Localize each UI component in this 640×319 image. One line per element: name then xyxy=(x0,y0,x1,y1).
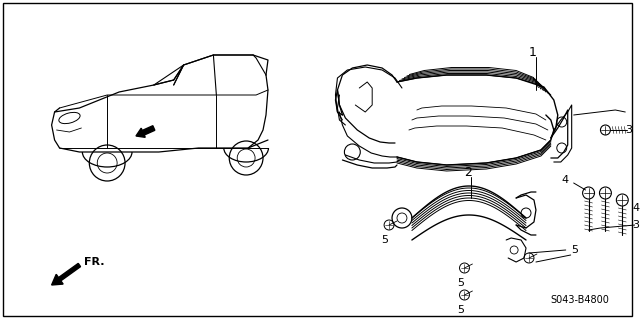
Text: 5: 5 xyxy=(381,235,388,245)
Text: 1: 1 xyxy=(529,46,537,58)
Text: 5: 5 xyxy=(457,305,464,315)
Text: 5: 5 xyxy=(457,278,464,288)
FancyArrow shape xyxy=(52,263,81,285)
Text: 2: 2 xyxy=(465,166,472,179)
Text: 4: 4 xyxy=(632,203,639,213)
Text: 5: 5 xyxy=(571,245,578,255)
Text: 3: 3 xyxy=(632,220,639,230)
Text: S043-B4800: S043-B4800 xyxy=(551,295,610,305)
FancyArrow shape xyxy=(136,126,155,137)
Text: 3: 3 xyxy=(625,125,632,135)
Text: FR.: FR. xyxy=(84,257,105,267)
Text: 4: 4 xyxy=(561,175,569,185)
